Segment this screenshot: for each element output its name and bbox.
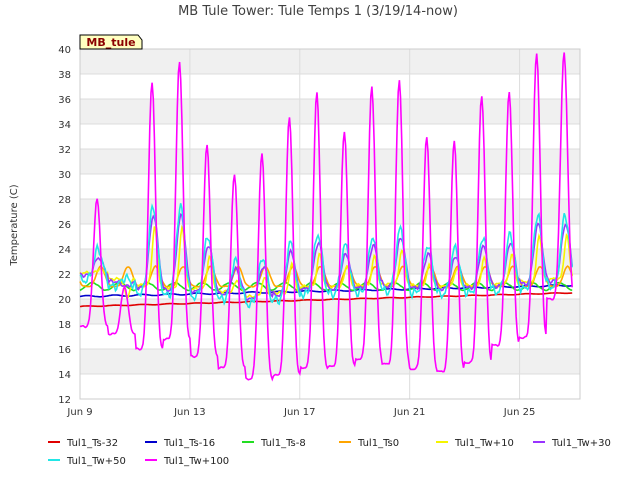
plot-band xyxy=(80,199,580,224)
x-tick-label: Jun 17 xyxy=(283,407,316,418)
plot-band xyxy=(80,324,580,349)
y-tick-label: 28 xyxy=(58,195,71,206)
legend-item: Tul1_Ts-32 xyxy=(48,438,118,449)
legend-item: Tul1_Ts-8 xyxy=(242,438,306,449)
legend-item: Tul1_Tw+50 xyxy=(48,456,126,467)
legend-item: Tul1_Tw+100 xyxy=(145,456,229,467)
series-line-Tul1_Tw+30 xyxy=(79,213,573,302)
station-tag-label: MB_tule xyxy=(86,36,135,49)
y-tick-label: 36 xyxy=(58,95,71,106)
legend-label: Tul1_Ts0 xyxy=(357,438,399,449)
plot-band xyxy=(80,299,580,324)
y-tick-label: 34 xyxy=(58,120,71,131)
y-axis: 12 14 16 18 20 22 24 26 28 30 32 34 36 38 40 xyxy=(58,45,71,406)
series-layer xyxy=(79,52,573,382)
legend-item: Tul1_Ts-16 xyxy=(145,438,215,449)
x-axis: Jun 9 Jun 13 Jun 17 Jun 21 Jun 25 xyxy=(66,407,535,418)
legend-label: Tul1_Tw+100 xyxy=(163,456,229,467)
y-tick-label: 24 xyxy=(58,245,71,256)
y-tick-label: 18 xyxy=(58,320,71,331)
legend-label: Tul1_Ts-16 xyxy=(163,438,215,449)
y-tick-label: 38 xyxy=(58,70,71,81)
y-axis-label: Temperature (C) xyxy=(9,184,20,266)
plot-band xyxy=(80,124,580,149)
legend-label: Tul1_Tw+10 xyxy=(454,438,514,449)
y-tick-label: 12 xyxy=(58,395,71,406)
plot-band xyxy=(80,49,580,74)
plot-band xyxy=(80,74,580,99)
legend-label: Tul1_Tw+50 xyxy=(66,456,126,467)
plot-frame xyxy=(79,48,581,400)
legend-item: Tul1_Ts0 xyxy=(339,438,399,449)
y-tick-label: 32 xyxy=(58,145,71,156)
series-line-Tul1_Tw+50 xyxy=(79,203,573,309)
legend-item: Tul1_Tw+30 xyxy=(533,438,611,449)
plot-band xyxy=(80,349,580,374)
series-line-Tul1_Tw+100 xyxy=(79,52,573,382)
y-tick-label: 22 xyxy=(58,270,71,281)
y-tick-label: 16 xyxy=(58,345,71,356)
y-tick-label: 14 xyxy=(58,370,71,381)
station-tag: MB_tule xyxy=(79,34,143,50)
plot-band xyxy=(80,249,580,274)
series-line-Tul1_Ts-32 xyxy=(79,292,573,308)
y-tick-label: 20 xyxy=(58,295,71,306)
legend: Tul1_Ts-32 Tul1_Ts-16 Tul1_Ts-8 Tul1_Ts0 Tul… xyxy=(48,438,611,467)
x-tick-label: Jun 21 xyxy=(393,407,426,418)
legend-label: Tul1_Ts-8 xyxy=(260,438,306,449)
chart-title: MB Tule Tower: Tule Temps 1 (3/19/14-now… xyxy=(178,4,458,19)
y-tick-label: 30 xyxy=(58,170,71,181)
plot-band xyxy=(80,149,580,174)
y-tick-label: 26 xyxy=(58,220,71,231)
legend-item: Tul1_Tw+10 xyxy=(436,438,514,449)
plot-band xyxy=(80,174,580,199)
plot-band xyxy=(80,224,580,249)
plot-band xyxy=(80,374,580,399)
x-tick-label: Jun 13 xyxy=(173,407,206,418)
plot-band xyxy=(80,99,580,124)
legend-label: Tul1_Ts-32 xyxy=(66,438,118,449)
legend-label: Tul1_Tw+30 xyxy=(551,438,611,449)
y-tick-label: 40 xyxy=(58,45,71,56)
x-tick-label: Jun 25 xyxy=(503,407,536,418)
x-tick-label: Jun 9 xyxy=(66,407,92,418)
